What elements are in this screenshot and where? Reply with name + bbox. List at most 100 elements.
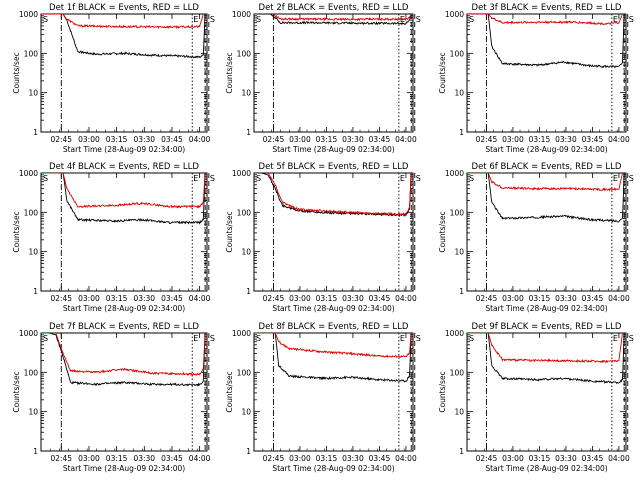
y-tick-label: 1000 <box>445 329 464 338</box>
event-label: E <box>193 174 198 183</box>
x-tick-label: 02:45 <box>263 454 285 463</box>
x-tick-label: 03:45 <box>582 454 604 463</box>
x-tick-label: 03:45 <box>582 294 604 303</box>
series-line-events <box>467 333 625 384</box>
y-tick-label: 1000 <box>232 169 251 178</box>
x-tick-label: 04:00 <box>608 454 630 463</box>
y-tick-label: 10 <box>28 89 38 98</box>
x-tick-label: 03:00 <box>502 135 524 144</box>
chart-title: Det 4f BLACK = Events, RED = LLD <box>49 162 199 172</box>
series-line-events <box>467 14 625 69</box>
event-label: E <box>400 334 405 343</box>
y-axis-label: Counts/sec <box>12 211 21 252</box>
x-tick-label: 03:30 <box>342 454 364 463</box>
series-line-lld <box>254 14 412 22</box>
y-tick-label: 10 <box>454 89 464 98</box>
event-label: S <box>416 334 421 343</box>
x-tick-label: 02:45 <box>50 454 72 463</box>
x-tick-label: 03:15 <box>106 454 128 463</box>
event-label: S <box>210 174 215 183</box>
series-line-lld <box>41 333 206 377</box>
x-tick-label: 02:45 <box>263 294 285 303</box>
chart-panel-1: Det 1f BLACK = Events, RED = LLD 1 10 100 10… <box>12 3 215 154</box>
event-label: S <box>256 174 261 183</box>
x-tick-label: 04:00 <box>395 454 417 463</box>
y-tick-label: 10 <box>241 89 251 98</box>
x-tick-label: 03:30 <box>555 135 577 144</box>
chart-title: Det 8f BLACK = Events, RED = LLD <box>259 322 409 332</box>
series-line-lld <box>41 173 206 209</box>
x-tick-label: 03:30 <box>342 135 364 144</box>
x-tick-label: 03:15 <box>106 294 128 303</box>
y-tick-label: 100 <box>24 208 39 217</box>
event-label: S <box>43 15 48 24</box>
x-tick-label: 03:30 <box>342 294 364 303</box>
event-label: E <box>613 15 618 24</box>
x-tick-label: 03:15 <box>316 454 338 463</box>
x-tick-label: 03:00 <box>78 135 100 144</box>
y-tick-label: 100 <box>450 368 465 377</box>
plot-frame <box>40 332 208 452</box>
y-axis-label: Counts/sec <box>12 371 21 412</box>
y-tick-label: 10 <box>28 248 38 257</box>
y-tick-label: 1 <box>246 128 251 137</box>
y-tick-label: 1 <box>33 128 38 137</box>
x-tick-label: 03:45 <box>161 294 183 303</box>
x-tick-label: 04:00 <box>189 135 211 144</box>
x-axis-label: Start Time (28-Aug-09 02:34:00) <box>485 464 607 473</box>
y-tick-label: 1000 <box>445 169 464 178</box>
plot-frame <box>466 332 627 452</box>
y-tick-label: 1 <box>459 128 464 137</box>
x-tick-label: 02:45 <box>263 135 285 144</box>
x-axis-label: Start Time (28-Aug-09 02:34:00) <box>63 464 185 473</box>
y-axis-label: Counts/sec <box>225 52 234 93</box>
event-label: S <box>43 174 48 183</box>
y-tick-label: 10 <box>454 408 464 417</box>
x-tick-label: 03:00 <box>78 454 100 463</box>
x-tick-label: 02:45 <box>476 454 498 463</box>
x-tick-label: 02:45 <box>50 294 72 303</box>
x-tick-label: 04:00 <box>395 135 417 144</box>
y-tick-label: 10 <box>454 248 464 257</box>
series-line-events <box>41 173 206 225</box>
event-label: E <box>613 174 618 183</box>
event-label: E <box>193 334 198 343</box>
x-tick-label: 02:45 <box>476 294 498 303</box>
series-line-events <box>41 333 206 387</box>
event-label: E <box>400 174 405 183</box>
chart-title: Det 2f BLACK = Events, RED = LLD <box>259 3 409 13</box>
event-label: E <box>193 15 198 24</box>
y-tick-label: 10 <box>241 408 251 417</box>
chart-panel-7: Det 7f BLACK = Events, RED = LLD 1 10 100 10… <box>12 322 215 473</box>
x-tick-label: 04:00 <box>189 454 211 463</box>
x-tick-label: 03:15 <box>529 294 551 303</box>
y-tick-label: 10 <box>28 408 38 417</box>
chart-title: Det 9f BLACK = Events, RED = LLD <box>472 322 622 332</box>
chart-title: Det 1f BLACK = Events, RED = LLD <box>49 3 199 13</box>
series-line-lld <box>254 173 412 216</box>
y-tick-label: 100 <box>237 368 252 377</box>
y-tick-label: 1 <box>459 447 464 456</box>
series-line-lld <box>254 333 412 358</box>
event-label: S <box>256 334 261 343</box>
y-tick-label: 100 <box>237 49 252 58</box>
x-tick-label: 03:30 <box>555 294 577 303</box>
y-tick-label: 10 <box>241 248 251 257</box>
y-axis-label: Counts/sec <box>438 211 447 252</box>
series-line-lld <box>467 333 623 364</box>
x-tick-label: 02:45 <box>476 135 498 144</box>
y-tick-label: 1 <box>246 447 251 456</box>
y-tick-label: 1 <box>246 287 251 296</box>
x-tick-label: 03:45 <box>369 454 391 463</box>
plot-frame <box>253 332 414 452</box>
x-axis-label: Start Time (28-Aug-09 02:34:00) <box>272 464 394 473</box>
chart-title: Det 6f BLACK = Events, RED = LLD <box>472 162 622 172</box>
plot-frame <box>253 13 414 133</box>
chart-panel-3: Det 3f BLACK = Events, RED = LLD 1 10 100 10… <box>438 3 634 154</box>
chart-panel-5: Det 5f BLACK = Events, RED = LLD 1 10 100 10… <box>225 162 421 313</box>
x-tick-label: 03:00 <box>289 135 311 144</box>
x-axis-label: Start Time (28-Aug-09 02:34:00) <box>272 304 394 313</box>
chart-title: Det 3f BLACK = Events, RED = LLD <box>472 3 622 13</box>
y-tick-label: 100 <box>450 49 465 58</box>
